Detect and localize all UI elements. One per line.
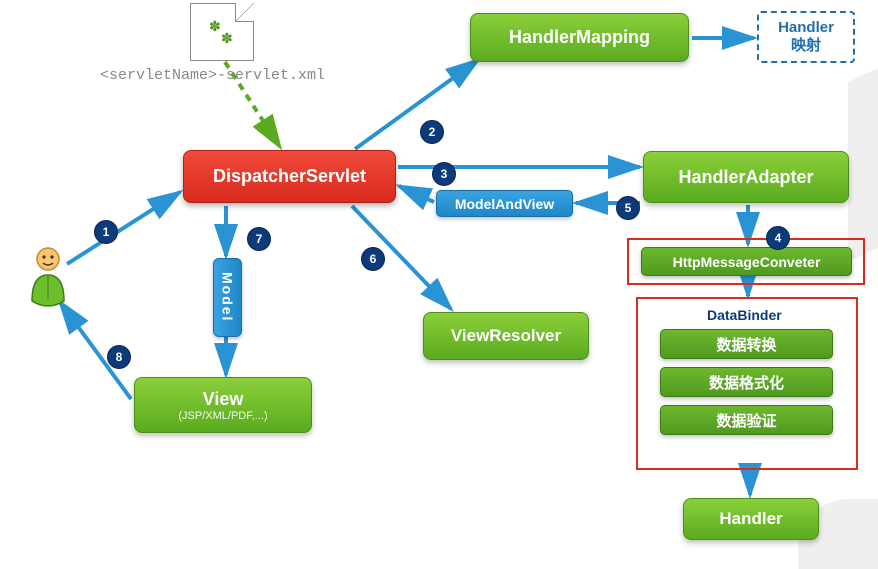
- node-label: Handler: [719, 509, 782, 529]
- model-node: Model: [213, 258, 242, 337]
- node-label: ViewResolver: [451, 326, 561, 346]
- databinder-item-0: 数据转换: [660, 329, 833, 359]
- handler-mapping-dashed-box: Handler 映射: [757, 11, 855, 63]
- step-1: 1: [94, 220, 118, 244]
- view-node: View (JSP/XML/PDF,...): [134, 377, 312, 433]
- dashed-label-2: 映射: [791, 37, 821, 55]
- databinder-item-1: 数据格式化: [660, 367, 833, 397]
- node-sublabel: (JSP/XML/PDF,...): [178, 410, 267, 422]
- bg-shape-1: [848, 68, 878, 262]
- dispatcher-servlet-node: DispatcherServlet: [183, 150, 396, 203]
- node-label: Model: [220, 272, 236, 322]
- view-resolver-node: ViewResolver: [423, 312, 589, 360]
- node-label: 数据格式化: [709, 372, 784, 393]
- handler-adapter-node: HandlerAdapter: [643, 151, 849, 203]
- step-2: 2: [420, 120, 444, 144]
- node-label: HandlerMapping: [509, 27, 650, 48]
- diagram-canvas: ✽ ✽ <servletName>-servlet.xml Dispatcher…: [0, 0, 878, 569]
- servlet-xml-doc-icon: ✽ ✽: [190, 3, 254, 61]
- user-actor-icon: [22, 245, 74, 316]
- handler-mapping-node: HandlerMapping: [470, 13, 689, 62]
- servlet-xml-label: <servletName>-servlet.xml: [100, 67, 325, 84]
- step-3: 3: [432, 162, 456, 186]
- node-label: 数据验证: [716, 410, 776, 431]
- node-label: 数据转换: [716, 334, 776, 355]
- handler-node: Handler: [683, 498, 819, 540]
- dashed-label-1: Handler: [778, 19, 834, 37]
- step-8: 8: [107, 345, 131, 369]
- step-6: 6: [361, 247, 385, 271]
- red-frame-converter: [627, 238, 865, 285]
- step-5: 5: [616, 196, 640, 220]
- node-label: ModelAndView: [455, 196, 554, 212]
- node-label: HandlerAdapter: [678, 167, 813, 188]
- node-label: View: [203, 389, 244, 410]
- step-4: 4: [766, 226, 790, 250]
- model-and-view-node: ModelAndView: [436, 190, 573, 217]
- node-label: DispatcherServlet: [213, 166, 366, 187]
- databinder-item-2: 数据验证: [660, 405, 833, 435]
- databinder-title: DataBinder: [707, 307, 782, 323]
- step-7: 7: [247, 227, 271, 251]
